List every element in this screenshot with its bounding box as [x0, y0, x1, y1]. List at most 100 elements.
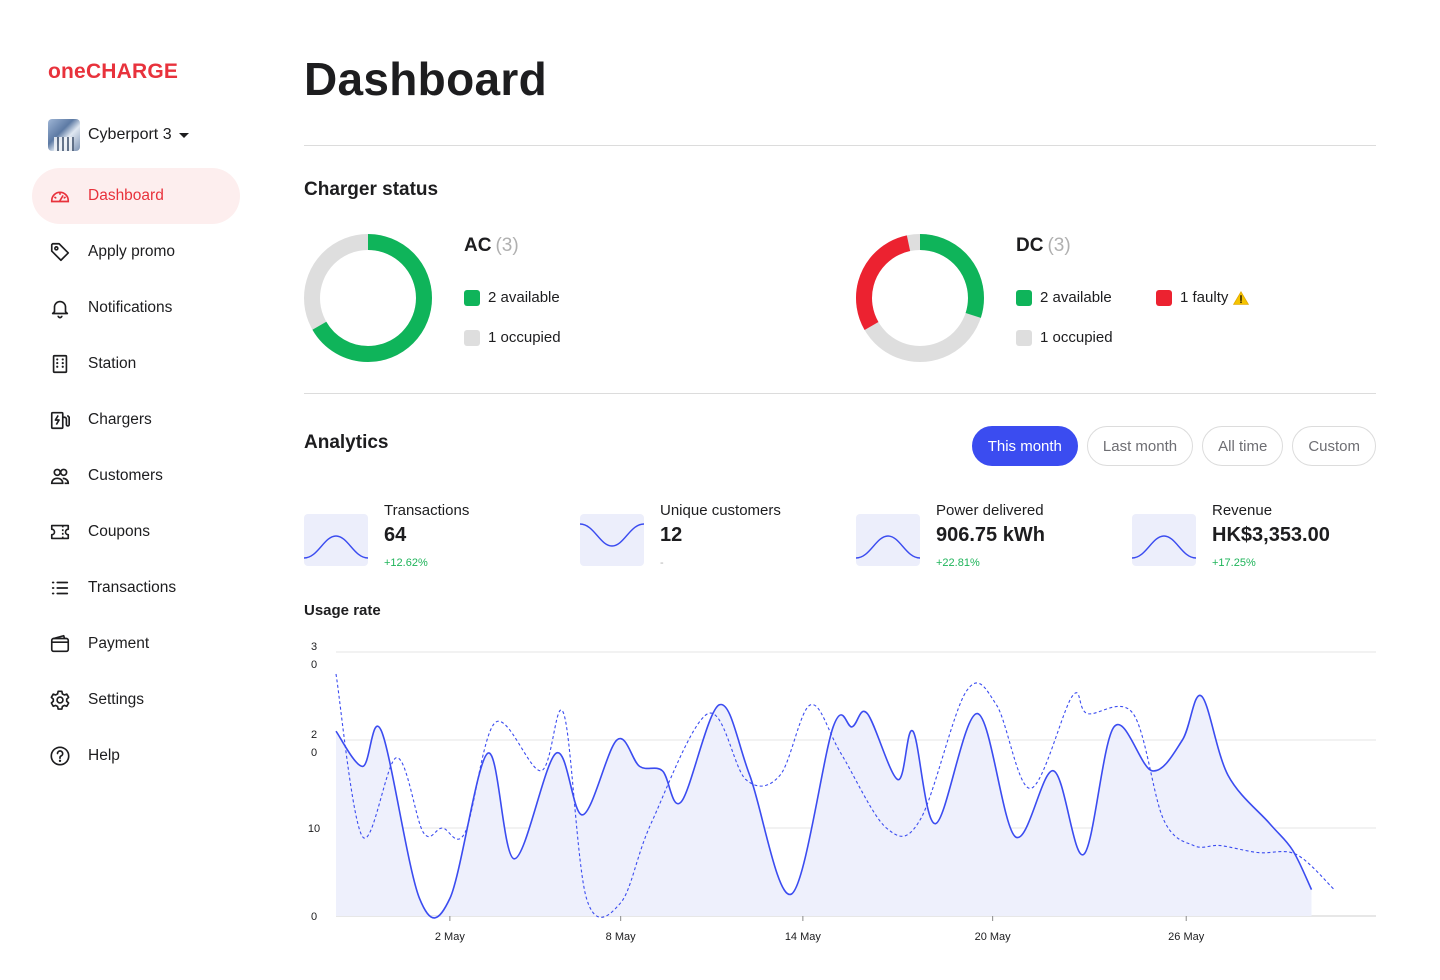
caret-down-icon [178, 132, 189, 138]
sidebar-item-label: Settings [88, 691, 145, 708]
dc-donut-available [856, 234, 984, 362]
kpi-value: 906.75 kWh [936, 524, 1045, 546]
filter-custom[interactable]: Custom [1292, 426, 1376, 466]
power-sparkline [856, 514, 920, 566]
sidebar-item-customers[interactable]: Customers [32, 448, 240, 504]
sidebar-item-chargers[interactable]: Chargers [32, 392, 240, 448]
transactions-sparkline [304, 514, 368, 566]
filter-this-month[interactable]: This month [971, 426, 1078, 466]
logo-charge: CHARGE [85, 60, 179, 83]
ac-count: (3) [495, 235, 519, 256]
sidebar-item-apply-promo[interactable]: Apply promo [32, 224, 240, 280]
x-tick-label: 2 May [435, 931, 465, 943]
sidebar-item-coupons[interactable]: Coupons [32, 504, 240, 560]
kpi-change: +17.25% [1212, 557, 1256, 569]
station-name: Cyberport 3 [88, 126, 172, 143]
ac-label: AC [464, 235, 492, 256]
users-icon [48, 464, 72, 488]
kpi-value: HK$3,353.00 [1212, 524, 1330, 546]
tag-icon [48, 240, 72, 264]
kpi-label: Power delivered [936, 502, 1044, 519]
kpi-label: Transactions [384, 502, 470, 519]
x-tick-label: 26 May [1168, 931, 1205, 943]
x-tick-label: 20 May [975, 931, 1012, 943]
dc-legend-faulty: 1 faulty [1156, 289, 1250, 306]
sparkline-hill [304, 535, 368, 559]
sparkline-hill [1132, 535, 1196, 559]
customers-sparkline [580, 514, 644, 566]
y-tick-label: 10 [308, 823, 320, 835]
section-divider [304, 393, 1376, 394]
bell-icon [48, 296, 72, 320]
sparkline-hill [856, 535, 920, 559]
series-line-dashed [335, 673, 1335, 918]
usage-rate-title: Usage rate [304, 602, 381, 619]
dc-available-text: 2 available [1040, 289, 1112, 306]
building-icon [48, 352, 72, 376]
sidebar-item-payment[interactable]: Payment [32, 616, 240, 672]
logo-one: one [48, 60, 86, 83]
sidebar-item-station[interactable]: Station [32, 336, 240, 392]
sidebar-item-notifications[interactable]: Notifications [32, 280, 240, 336]
header-divider [304, 145, 1376, 146]
sidebar-item-help[interactable]: Help [32, 728, 240, 784]
kpi-label: Unique customers [660, 502, 781, 519]
sparkline-valley [580, 523, 644, 547]
dc-faulty-text: 1 faulty [1180, 289, 1229, 306]
sidebar-item-label: Chargers [88, 411, 152, 428]
onecharge-logo[interactable]: oneCHARGE [48, 60, 178, 84]
kpi-change: +22.81% [936, 557, 980, 569]
ticket-icon [48, 520, 72, 544]
dc-donut-faulty [856, 234, 984, 362]
date-range-filters: This month Last month All time Custom [963, 426, 1376, 466]
kpi-change: +12.62% [384, 557, 428, 569]
kpi-power-delivered: Power delivered 906.75 kWh +22.81% [856, 500, 1126, 570]
sidebar-item-transactions[interactable]: Transactions [32, 560, 240, 616]
sidebar-item-label: Coupons [88, 523, 151, 540]
ac-donut-chart [304, 234, 432, 362]
wallet-icon [48, 632, 72, 656]
kpi-label: Revenue [1212, 502, 1273, 519]
occupied-swatch [1016, 329, 1032, 346]
list-icon [48, 576, 72, 600]
filter-all-time[interactable]: All time [1202, 426, 1284, 466]
sidebar-item-settings[interactable]: Settings [32, 672, 240, 728]
ac-occupied-text: 1 occupied [488, 329, 561, 346]
dc-label: DC [1016, 235, 1044, 256]
sidebar-item-label: Transactions [88, 579, 177, 596]
kpi-revenue: Revenue HK$3,353.00 +17.25% [1132, 500, 1402, 570]
y-tick-label: 0 [311, 911, 317, 923]
sidebar-nav: Dashboard Apply promo Notifications Stat… [32, 168, 240, 784]
dc-occupied-text: 1 occupied [1040, 329, 1113, 346]
ac-donut-available [304, 234, 432, 362]
dc-legend-available: 2 available [1016, 289, 1112, 306]
dc-count: (3) [1047, 235, 1071, 256]
series-area [336, 695, 1312, 918]
revenue-sparkline [1132, 514, 1196, 566]
gauge-icon [48, 184, 72, 208]
sidebar: oneCHARGE Cyberport 3 Dashboard Apply pr… [0, 0, 272, 980]
available-swatch [464, 289, 480, 306]
analytics-title: Analytics [304, 432, 389, 453]
ac-available-text: 2 available [488, 289, 560, 306]
station-thumbnail [48, 119, 80, 151]
sidebar-item-label: Payment [88, 635, 150, 652]
charger-icon [48, 408, 72, 432]
help-icon [48, 744, 72, 768]
occupied-swatch [464, 329, 480, 346]
sidebar-item-label: Customers [88, 467, 163, 484]
x-tick-label: 8 May [606, 931, 636, 943]
kpi-unique-customers: Unique customers 12 - [580, 500, 850, 570]
sidebar-item-dashboard[interactable]: Dashboard [32, 168, 240, 224]
sidebar-item-label: Apply promo [88, 243, 176, 260]
dc-legend-occupied: 1 occupied [1016, 329, 1113, 346]
dc-donut-chart [856, 234, 984, 362]
filter-last-month[interactable]: Last month [1086, 426, 1194, 466]
sidebar-item-label: Station [88, 355, 137, 372]
station-selector[interactable]: Cyberport 3 [48, 119, 189, 151]
usage-rate-chart: 3 0 2 0 10 0 2 May 8 May 14 May 20 May 26 May [308, 641, 1376, 943]
ac-legend-occupied: 1 occupied [464, 329, 561, 346]
kpi-transactions: Transactions 64 +12.62% [304, 500, 574, 570]
